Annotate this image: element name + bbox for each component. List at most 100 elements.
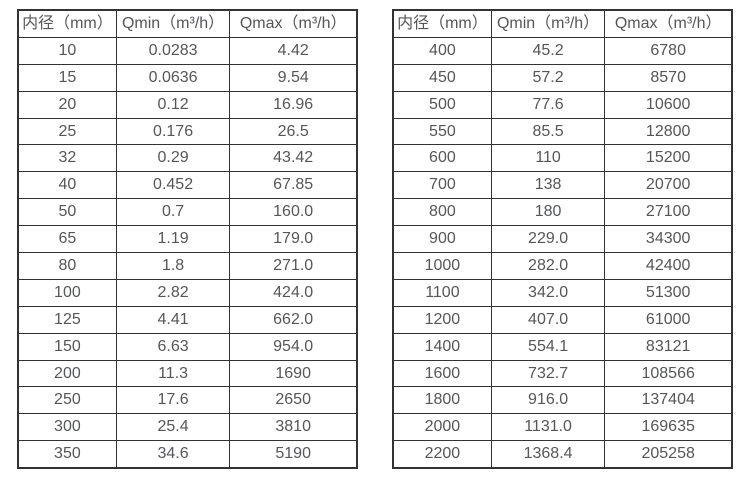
diameter-cell: 1400	[392, 332, 492, 361]
diameter-cell: 600	[392, 144, 492, 173]
table-row: 500 77.6 10600	[392, 90, 733, 119]
diameter-cell: 500	[392, 90, 492, 119]
qmin-cell: 57.2	[490, 63, 606, 92]
qmin-cell: 85.5	[490, 117, 606, 146]
diameter-cell: 350	[17, 440, 117, 469]
table-row: 800 180 27100	[392, 198, 733, 227]
diameter-cell: 100	[17, 278, 117, 307]
diameter-cell: 400	[392, 36, 492, 65]
table-row: 1400 554.1 83121	[392, 332, 733, 361]
table-row: 125 4.41 662.0	[17, 305, 358, 334]
qmax-cell: 61000	[604, 305, 733, 334]
diameter-cell: 150	[17, 332, 117, 361]
table-row: 2200 1368.4 205258	[392, 440, 733, 469]
qmax-cell: 169635	[604, 413, 733, 442]
table-row: 40 0.452 67.85	[17, 171, 358, 200]
qmax-cell: 1690	[229, 359, 358, 388]
table-row: 1100 342.0 51300	[392, 278, 733, 307]
table-row: 250 17.6 2650	[17, 386, 358, 415]
table-row: 1600 732.7 108566	[392, 359, 733, 388]
qmax-cell: 4.42	[229, 36, 358, 65]
table-row: 15 0.0636 9.54	[17, 63, 358, 92]
qmin-cell: 1131.0	[490, 413, 606, 442]
table-row: 20 0.12 16.96	[17, 90, 358, 119]
qmin-cell: 342.0	[490, 278, 606, 307]
qmin-cell: 138	[490, 171, 606, 200]
diameter-cell: 2000	[392, 413, 492, 442]
table-row: 450 57.2 8570	[392, 63, 733, 92]
diameter-cell: 700	[392, 171, 492, 200]
qmax-cell: 8570	[604, 63, 733, 92]
diameter-cell: 65	[17, 225, 117, 254]
qmin-cell: 1368.4	[490, 440, 606, 469]
qmin-cell: 4.41	[115, 305, 231, 334]
qmin-cell: 1.8	[115, 252, 231, 280]
qmin-cell: 2.82	[115, 278, 231, 307]
column-header-1: Qmin（m³/h）	[490, 9, 606, 38]
qmax-cell: 26.5	[229, 117, 358, 146]
table-row: 25 0.176 26.5	[17, 117, 358, 146]
table-row: 350 34.6 5190	[17, 440, 358, 469]
diameter-cell: 800	[392, 198, 492, 227]
qmax-cell: 12800	[604, 117, 733, 146]
table-row: 300 25.4 3810	[17, 413, 358, 442]
diameter-cell: 550	[392, 117, 492, 146]
qmax-cell: 271.0	[229, 252, 358, 280]
qmax-cell: 42400	[604, 252, 733, 280]
diameter-cell: 1100	[392, 278, 492, 307]
qmin-cell: 1.19	[115, 225, 231, 254]
table-row: 600 110 15200	[392, 144, 733, 173]
diameter-cell: 10	[17, 36, 117, 65]
qmin-cell: 0.7	[115, 198, 231, 227]
header-row: 内径（mm） Qmin（m³/h） Qmax（m³/h）	[17, 9, 358, 38]
diameter-cell: 25	[17, 117, 117, 146]
table-row: 100 2.82 424.0	[17, 278, 358, 307]
qmin-cell: 554.1	[490, 332, 606, 361]
column-header-2: Qmax（m³/h）	[604, 9, 733, 38]
qmin-cell: 11.3	[115, 359, 231, 388]
qmax-cell: 3810	[229, 413, 358, 442]
table-row: 65 1.19 179.0	[17, 225, 358, 254]
table-row: 80 1.8 271.0	[17, 252, 358, 280]
qmin-cell: 0.0283	[115, 36, 231, 65]
table-row: 32 0.29 43.42	[17, 144, 358, 173]
qmax-cell: 27100	[604, 198, 733, 227]
table-row: 1000 282.0 42400	[392, 252, 733, 280]
diameter-cell: 450	[392, 63, 492, 92]
diameter-cell: 125	[17, 305, 117, 334]
diameter-cell: 1600	[392, 359, 492, 388]
qmax-cell: 205258	[604, 440, 733, 469]
diameter-cell: 300	[17, 413, 117, 442]
qmax-cell: 20700	[604, 171, 733, 200]
qmin-cell: 180	[490, 198, 606, 227]
qmin-cell: 407.0	[490, 305, 606, 334]
qmin-cell: 0.0636	[115, 63, 231, 92]
table-row: 1800 916.0 137404	[392, 386, 733, 415]
column-header-2: Qmax（m³/h）	[229, 9, 358, 38]
qmin-cell: 0.29	[115, 144, 231, 173]
qmax-cell: 6780	[604, 36, 733, 65]
diameter-cell: 50	[17, 198, 117, 227]
qmin-cell: 45.2	[490, 36, 606, 65]
diameter-cell: 2200	[392, 440, 492, 469]
qmax-cell: 662.0	[229, 305, 358, 334]
qmax-cell: 2650	[229, 386, 358, 415]
qmax-cell: 5190	[229, 440, 358, 469]
diameter-cell: 1200	[392, 305, 492, 334]
qmax-cell: 424.0	[229, 278, 358, 307]
qmax-cell: 15200	[604, 144, 733, 173]
column-header-0: 内径（mm）	[392, 9, 492, 38]
qmax-cell: 16.96	[229, 90, 358, 119]
qmin-cell: 25.4	[115, 413, 231, 442]
column-header-1: Qmin（m³/h）	[115, 9, 231, 38]
qmax-cell: 160.0	[229, 198, 358, 227]
column-header-0: 内径（mm）	[17, 9, 117, 38]
qmin-cell: 17.6	[115, 386, 231, 415]
table-row: 550 85.5 12800	[392, 117, 733, 146]
qmin-cell: 77.6	[490, 90, 606, 119]
flow-rate-table-small-diameters: 内径（mm） Qmin（m³/h） Qmax（m³/h） 10 0.0283 4.42 15…	[17, 9, 358, 470]
qmin-cell: 282.0	[490, 252, 606, 280]
qmin-cell: 0.452	[115, 171, 231, 200]
qmin-cell: 34.6	[115, 440, 231, 469]
